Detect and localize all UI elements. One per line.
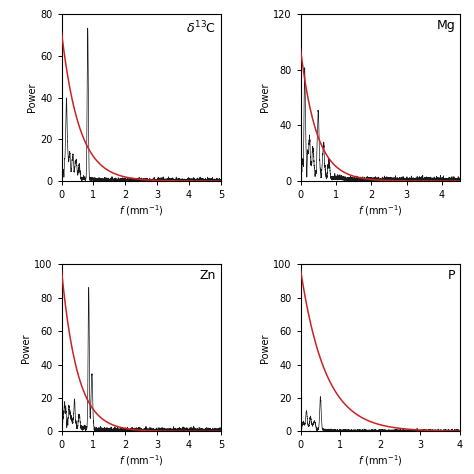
Y-axis label: Power: Power	[27, 83, 37, 112]
Text: Mg: Mg	[436, 19, 455, 32]
Y-axis label: Power: Power	[21, 333, 31, 363]
X-axis label: $f$ (mm$^{-1}$): $f$ (mm$^{-1}$)	[358, 453, 402, 468]
X-axis label: $f$ (mm$^{-1}$): $f$ (mm$^{-1}$)	[119, 203, 164, 218]
Text: Zn: Zn	[200, 270, 216, 283]
Y-axis label: Power: Power	[260, 333, 270, 363]
Text: P: P	[447, 270, 455, 283]
Y-axis label: Power: Power	[260, 83, 270, 112]
Text: $\delta^{13}$C: $\delta^{13}$C	[186, 19, 216, 36]
X-axis label: $f$ (mm$^{-1}$): $f$ (mm$^{-1}$)	[119, 453, 164, 468]
X-axis label: $f$ (mm$^{-1}$): $f$ (mm$^{-1}$)	[358, 203, 402, 218]
